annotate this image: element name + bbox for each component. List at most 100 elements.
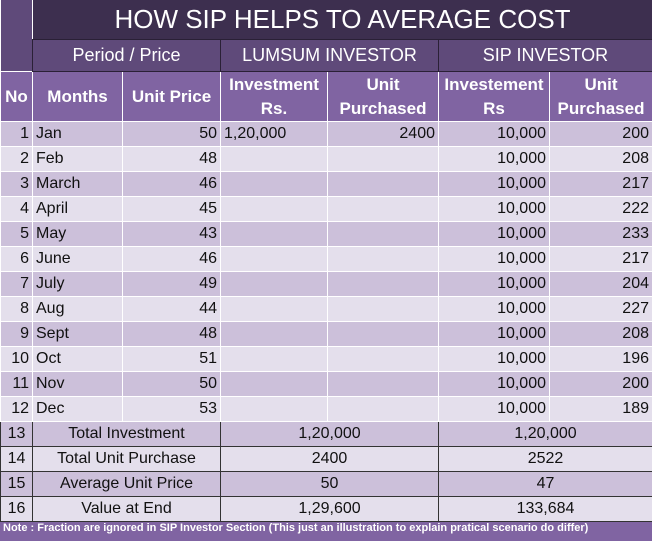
month-cell: Sept bbox=[32, 321, 123, 347]
sip-investment-cell: 10,000 bbox=[438, 396, 550, 422]
table-row: 9 Sept 48 10,000 208 bbox=[0, 321, 652, 347]
header-sip-investment: Investement Rs bbox=[438, 71, 550, 122]
lumsum-summary-value: 50 bbox=[220, 471, 439, 497]
lumsum-investment-cell: 1,20,000 bbox=[220, 121, 328, 147]
row-no: 16 bbox=[0, 496, 33, 522]
row-no: 9 bbox=[0, 321, 33, 347]
month-cell: May bbox=[32, 221, 123, 247]
lumsum-units-cell bbox=[327, 246, 439, 272]
row-no: 6 bbox=[0, 246, 33, 272]
sip-investment-cell: 10,000 bbox=[438, 121, 550, 147]
summary-row: 14 Total Unit Purchase 2400 2522 bbox=[0, 446, 652, 472]
month-cell: March bbox=[32, 171, 123, 197]
unit-price-cell: 44 bbox=[122, 296, 221, 322]
sip-units-cell: 208 bbox=[549, 321, 652, 347]
lumsum-investment-cell bbox=[220, 346, 328, 372]
header-no: No bbox=[0, 71, 33, 122]
unit-price-cell: 50 bbox=[122, 371, 221, 397]
page-title: HOW SIP HELPS TO AVERAGE COST bbox=[32, 0, 652, 40]
lumsum-investment-cell bbox=[220, 396, 328, 422]
sip-investment-cell: 10,000 bbox=[438, 271, 550, 297]
row-no: 2 bbox=[0, 146, 33, 172]
lumsum-investment-cell bbox=[220, 246, 328, 272]
row-no: 11 bbox=[0, 371, 33, 397]
lumsum-summary-value: 1,20,000 bbox=[220, 421, 439, 447]
month-cell: Jan bbox=[32, 121, 123, 147]
sip-summary-value: 1,20,000 bbox=[438, 421, 652, 447]
lumsum-units-cell bbox=[327, 396, 439, 422]
table-row: 1 Jan 50 1,20,000 2400 10,000 200 bbox=[0, 121, 652, 147]
unit-price-cell: 51 bbox=[122, 346, 221, 372]
sip-units-cell: 227 bbox=[549, 296, 652, 322]
table-row: 11 Nov 50 10,000 200 bbox=[0, 371, 652, 397]
lumsum-units-cell bbox=[327, 346, 439, 372]
lumsum-investment-cell bbox=[220, 371, 328, 397]
header-unit-price: Unit Price bbox=[122, 71, 221, 122]
lumsum-investment-cell bbox=[220, 296, 328, 322]
sip-units-cell: 217 bbox=[549, 246, 652, 272]
row-no: 13 bbox=[0, 421, 33, 447]
lumsum-units-cell: 2400 bbox=[327, 121, 439, 147]
lumsum-investment-cell bbox=[220, 221, 328, 247]
sip-investment-cell: 10,000 bbox=[438, 296, 550, 322]
month-cell: July bbox=[32, 271, 123, 297]
table-row: 5 May 43 10,000 233 bbox=[0, 221, 652, 247]
lumsum-investment-cell bbox=[220, 271, 328, 297]
sip-units-cell: 200 bbox=[549, 371, 652, 397]
sip-investment-cell: 10,000 bbox=[438, 371, 550, 397]
sip-units-cell: 196 bbox=[549, 346, 652, 372]
sip-units-cell: 217 bbox=[549, 171, 652, 197]
group-lumsum-investor: LUMSUM INVESTOR bbox=[220, 39, 439, 72]
lumsum-summary-value: 1,29,600 bbox=[220, 496, 439, 522]
sip-investment-cell: 10,000 bbox=[438, 246, 550, 272]
sip-investment-cell: 10,000 bbox=[438, 346, 550, 372]
row-no: 12 bbox=[0, 396, 33, 422]
month-cell: Dec bbox=[32, 396, 123, 422]
row-no: 3 bbox=[0, 171, 33, 197]
sip-summary-value: 133,684 bbox=[438, 496, 652, 522]
sip-investment-cell: 10,000 bbox=[438, 221, 550, 247]
row-no: 5 bbox=[0, 221, 33, 247]
lumsum-units-cell bbox=[327, 321, 439, 347]
row-no: 14 bbox=[0, 446, 33, 472]
row-no: 10 bbox=[0, 346, 33, 372]
sip-units-cell: 200 bbox=[549, 121, 652, 147]
sip-summary-value: 47 bbox=[438, 471, 652, 497]
month-cell: Nov bbox=[32, 371, 123, 397]
unit-price-cell: 53 bbox=[122, 396, 221, 422]
unit-price-cell: 48 bbox=[122, 146, 221, 172]
unit-price-cell: 50 bbox=[122, 121, 221, 147]
table-row: 2 Feb 48 10,000 208 bbox=[0, 146, 652, 172]
row-no: 8 bbox=[0, 296, 33, 322]
month-cell: Feb bbox=[32, 146, 123, 172]
sip-summary-value: 2522 bbox=[438, 446, 652, 472]
table-row: 10 Oct 51 10,000 196 bbox=[0, 346, 652, 372]
footnote: Note : Fraction are ignored in SIP Inves… bbox=[0, 522, 652, 541]
month-cell: April bbox=[32, 196, 123, 222]
row-no: 7 bbox=[0, 271, 33, 297]
header-sip-units: Unit Purchased bbox=[549, 71, 652, 122]
unit-price-cell: 46 bbox=[122, 171, 221, 197]
lumsum-units-cell bbox=[327, 296, 439, 322]
sip-investment-cell: 10,000 bbox=[438, 196, 550, 222]
summary-label: Total Investment bbox=[32, 421, 221, 447]
lumsum-units-cell bbox=[327, 221, 439, 247]
sip-units-cell: 208 bbox=[549, 146, 652, 172]
row-no: 1 bbox=[0, 121, 33, 147]
summary-label: Average Unit Price bbox=[32, 471, 221, 497]
group-period-price: Period / Price bbox=[32, 39, 221, 72]
sip-investment-cell: 10,000 bbox=[438, 171, 550, 197]
lumsum-units-cell bbox=[327, 371, 439, 397]
sip-units-cell: 204 bbox=[549, 271, 652, 297]
lumsum-investment-cell bbox=[220, 146, 328, 172]
unit-price-cell: 49 bbox=[122, 271, 221, 297]
month-cell: Oct bbox=[32, 346, 123, 372]
lumsum-investment-cell bbox=[220, 171, 328, 197]
table-row: 6 June 46 10,000 217 bbox=[0, 246, 652, 272]
sip-average-cost-table: HOW SIP HELPS TO AVERAGE COST Period / P… bbox=[0, 0, 652, 522]
sip-units-cell: 189 bbox=[549, 396, 652, 422]
row-no: 4 bbox=[0, 196, 33, 222]
group-sip-investor: SIP INVESTOR bbox=[438, 39, 652, 72]
lumsum-investment-cell bbox=[220, 196, 328, 222]
